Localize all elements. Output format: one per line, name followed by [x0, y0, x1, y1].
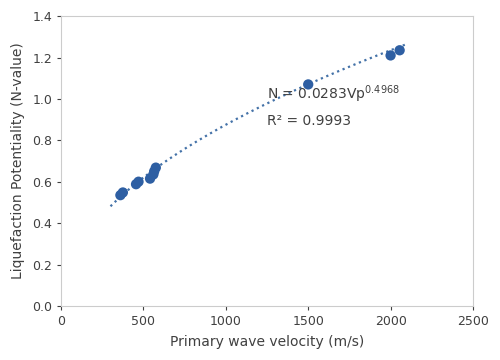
- Point: [396, 48, 404, 53]
- Text: N = 0.0283Vp$^{0.4968}$: N = 0.0283Vp$^{0.4968}$: [267, 84, 400, 105]
- Point: [150, 172, 158, 177]
- Point: [132, 181, 140, 187]
- Point: [134, 179, 142, 185]
- Point: [386, 53, 394, 58]
- Point: [116, 192, 124, 198]
- X-axis label: Primary wave velocity (m/s): Primary wave velocity (m/s): [170, 335, 364, 349]
- Point: [150, 168, 158, 174]
- Point: [119, 190, 127, 195]
- Y-axis label: Liquefaction Potentiality (N-value): Liquefaction Potentiality (N-value): [11, 42, 25, 279]
- Point: [304, 82, 312, 87]
- Point: [146, 176, 154, 181]
- Point: [152, 165, 160, 171]
- Text: R² = 0.9993: R² = 0.9993: [267, 114, 351, 128]
